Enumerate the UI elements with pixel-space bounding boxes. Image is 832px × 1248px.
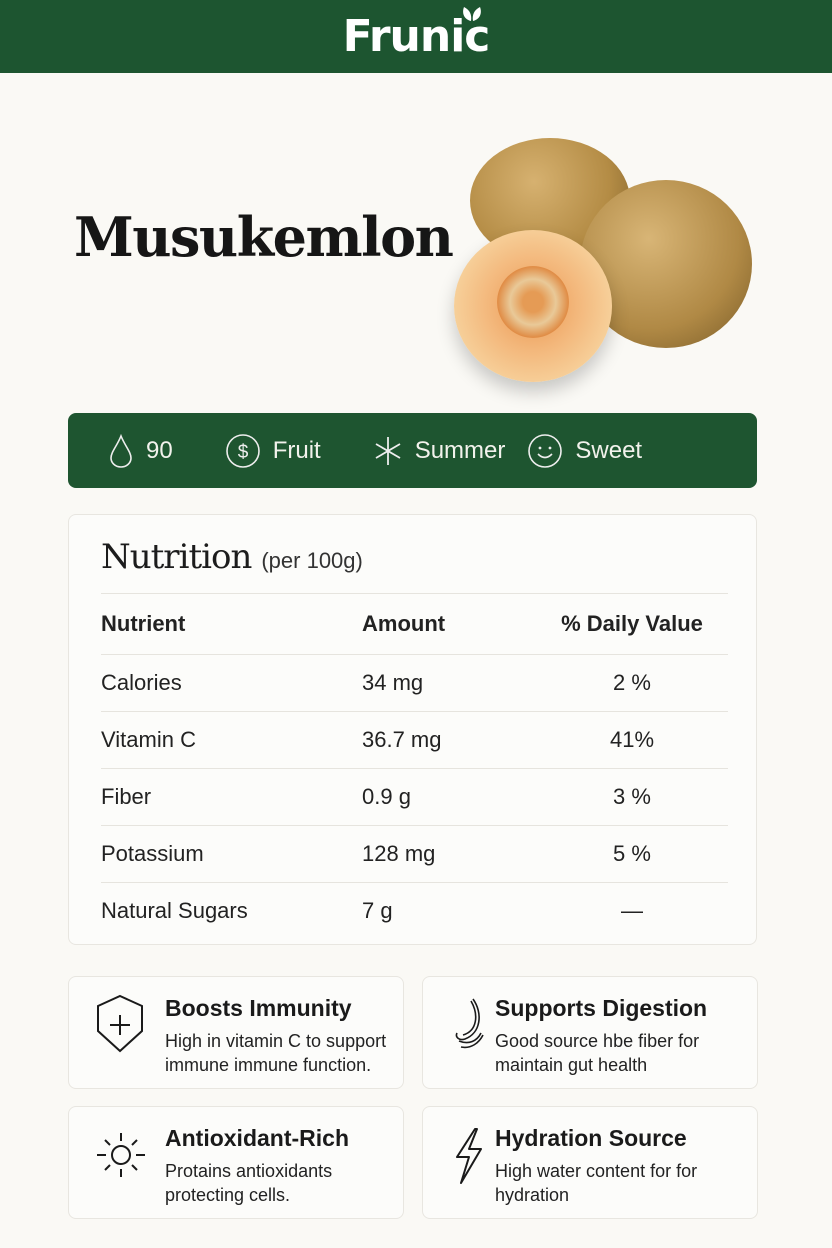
- shield-plus-icon: [97, 994, 143, 1053]
- water-drop-icon: [110, 433, 132, 468]
- table-cell: Potassium: [101, 841, 204, 866]
- tag-season: Summer: [373, 435, 506, 467]
- benefit-card-digestion: Supports Digestion Good source hbe fiber…: [422, 976, 758, 1089]
- column-header: Nutrient: [101, 611, 186, 636]
- table-cell: 34 mg: [362, 670, 424, 695]
- table-cell: —: [621, 898, 643, 923]
- table-cell: 3 %: [613, 784, 651, 809]
- brand-logo[interactable]: Frunic: [342, 7, 491, 62]
- benefit-description: Protains antioxidants protecting cells.: [165, 1161, 333, 1205]
- benefit-card-immunity: Boosts Immunity High in vitamin C to sup…: [68, 976, 404, 1089]
- brand-name: Frunic: [342, 11, 491, 62]
- smiley-icon: [528, 433, 563, 468]
- column-header: % Daily Value: [561, 611, 703, 636]
- lightning-icon: [456, 1128, 482, 1184]
- tag-label: 90: [146, 436, 173, 464]
- tag-label: Summer: [414, 436, 506, 464]
- header: Frunic: [0, 0, 832, 73]
- tag-label: Fruit: [272, 436, 321, 464]
- benefit-title: Supports Digestion: [495, 995, 708, 1021]
- benefit-description: Good source hbe fiber for maintain gut h…: [495, 1031, 700, 1075]
- column-header: Amount: [362, 611, 446, 636]
- benefit-description: High water content for for hydration: [495, 1161, 698, 1205]
- benefit-card-hydration: Hydration Source High water content for …: [422, 1106, 758, 1219]
- product-title: Musukemlon: [74, 205, 454, 269]
- leaf-icon: [463, 7, 482, 21]
- nutrition-subtitle: (per 100g): [261, 548, 363, 573]
- table-row: Natural Sugars 7 g —: [101, 882, 728, 939]
- table-cell: 41%: [609, 727, 655, 752]
- benefit-description: High in vitamin C to support immune immu…: [165, 1031, 387, 1075]
- table-row: Vitamin C 36.7 mg 41%: [101, 711, 728, 768]
- nutrition-card: Nutrition (per 100g) Nutrient Amount % Da…: [68, 514, 757, 945]
- tag-type: $ Fruit: [225, 433, 321, 469]
- table-cell: 5 %: [613, 841, 651, 866]
- benefit-title: Hydration Source: [495, 1125, 687, 1151]
- table-cell: 2 %: [613, 670, 651, 695]
- table-cell: 0.9 g: [362, 784, 411, 809]
- benefit-title: Boosts Immunity: [165, 995, 352, 1021]
- benefit-card-antioxidant: Antioxidant-Rich Protains antioxidants p…: [68, 1106, 404, 1219]
- nutrition-table: Nutrient Amount % Daily Value Calories 34…: [101, 593, 728, 939]
- benefit-title: Antioxidant-Rich: [165, 1125, 349, 1151]
- table-row: Fiber 0.9 g 3 %: [101, 768, 728, 825]
- tag-water: 90: [108, 433, 173, 468]
- table-cell: 36.7 mg: [362, 727, 442, 752]
- dollar-circle-icon: $: [225, 433, 260, 468]
- table-cell: Calories: [101, 670, 182, 695]
- tag-label: Sweet: [575, 436, 643, 464]
- product-image: [450, 130, 760, 390]
- attribute-bar: 90 $ Fruit Summer Sweet: [68, 413, 757, 488]
- nutrition-heading: Nutrition: [101, 537, 252, 577]
- table-cell: Fiber: [101, 784, 152, 809]
- table-cell: 7 g: [362, 898, 393, 923]
- table-cell: Natural Sugars: [101, 898, 248, 923]
- nutrition-title: Nutrition (per 100g): [101, 537, 363, 577]
- sun-icon: [97, 1133, 145, 1177]
- table-row: Calories 34 mg 2 %: [101, 654, 728, 711]
- table-row: Potassium 128 mg 5 %: [101, 825, 728, 882]
- table-header: Nutrient Amount % Daily Value: [101, 593, 728, 654]
- table-cell: Vitamin C: [101, 727, 196, 752]
- tag-taste: Sweet: [527, 433, 642, 469]
- svg-text:$: $: [237, 442, 248, 463]
- table-cell: 128 mg: [362, 841, 436, 866]
- snowflake-icon: [375, 436, 401, 465]
- stomach-icon: [455, 998, 484, 1049]
